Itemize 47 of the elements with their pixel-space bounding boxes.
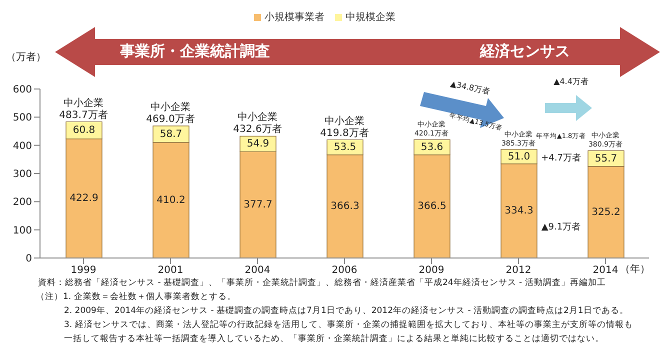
annotation: 中小企業 432.6万者 [233, 111, 282, 136]
x-tick-label: 2014 [592, 265, 618, 276]
legend-label: 小規模事業者 [264, 12, 324, 23]
data-label: 334.3 [504, 206, 534, 217]
data-label: 53.6 [420, 142, 444, 153]
text: ▲4.4万者 [554, 77, 588, 86]
annotation: 中小企業 419.8万者 [320, 114, 369, 139]
annotation: ▲9.1万者 [541, 221, 581, 232]
data-label: 53.5 [334, 142, 356, 154]
data-label: 377.7 [244, 200, 272, 211]
text: 2. 2009年、2014年の経済センサス - 基礎調査の調査時点は7月1日であり、2012年の経済センサス - 活動調査の調査時点は2月1日である。 [63, 304, 630, 318]
x-tick-label: 2001 [158, 265, 184, 276]
text: 事業所・企業統計調査 [119, 42, 270, 60]
data-label: 58.7 [160, 128, 182, 140]
data-label: 366.5 [418, 201, 446, 212]
text: 経済センサス [479, 42, 570, 60]
y-tick-label: 600 [12, 84, 32, 96]
y-tick-label: 200 [12, 197, 32, 208]
x-axis-title: （年） [620, 263, 650, 275]
annotation: ▲34.8万者 [450, 79, 491, 96]
x-tick-label: 2009 [418, 265, 444, 276]
data-label: 325.2 [592, 206, 620, 218]
annotation: 中小企業 483.7万者 [59, 96, 108, 121]
y-tick-label: 0 [26, 254, 32, 265]
data-label: 410.2 [156, 194, 186, 206]
text: 一括して報告する本社等一括調査を導入しているため、「事業所・企業統計調査」による結果と単純に比較することは適切ではない。 [63, 332, 605, 346]
text: （注）1. 企業数＝会社数＋個人事業者数とする。 [35, 291, 237, 304]
data-label: 366.3 [330, 201, 360, 212]
x-tick-label: 2004 [244, 265, 270, 276]
text: 資料：総務省「経済センサス - 基礎調査」、「事業所・企業統計調査」、総務省・経済産業省「平成24年経済センサス - 活動調査」再編加工 [37, 276, 607, 290]
y-axis-title: （万者） [6, 51, 46, 63]
x-tick-label: 1999 [70, 265, 96, 276]
y-tick-label: 400 [12, 140, 32, 152]
data-label: 51.0 [508, 151, 530, 162]
annotation: +4.7万者 [541, 152, 581, 164]
y-tick-label: 100 [12, 225, 32, 236]
x-tick-label: 2012 [506, 265, 532, 276]
y-tick-label: 300 [12, 169, 32, 180]
data-label: 55.7 [594, 153, 618, 164]
data-label: 60.8 [72, 125, 96, 136]
y-tick-label: 500 [12, 112, 32, 124]
annotation: 中小企業 469.0万者 [146, 100, 195, 125]
x-tick-label: 2006 [332, 265, 358, 276]
data-label: 54.9 [246, 138, 270, 150]
text: 3. 経済センサスでは、商業・法人登記等の行政記録を活用して、事業所・企業の捕捉範囲を拡大しており、本社等の事業主が支所等の情報も [63, 318, 634, 332]
legend-label: 中規模企業 [346, 12, 396, 23]
data-label: 422.9 [70, 193, 98, 204]
